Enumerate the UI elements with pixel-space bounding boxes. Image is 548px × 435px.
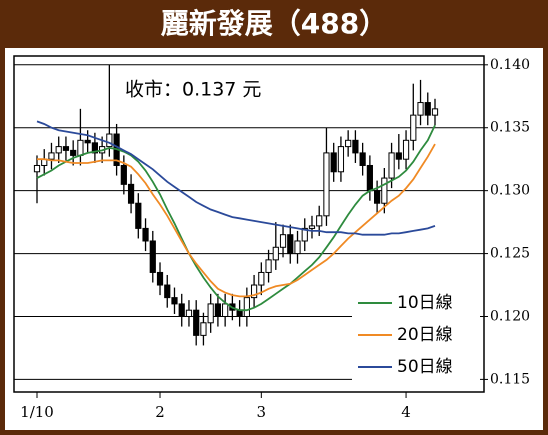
x-tick-label: 2 [155,403,165,421]
candle-body [106,133,113,148]
candle-body [272,246,279,261]
y-tick-label: 0.115 [490,371,530,387]
candle-body [294,240,301,255]
candle-body [243,297,250,317]
candle-body [91,142,98,154]
candle-body [207,303,214,324]
candle-body [402,139,410,160]
candle-body [48,152,55,160]
plot-frame [13,55,485,393]
candle-body [120,164,127,185]
candle-body [178,303,185,317]
chart-title: 麗新發展（488） [161,7,387,40]
candle-body [388,152,395,179]
candle-body [156,271,164,286]
candle-body [265,259,272,273]
candle-body [374,190,381,204]
candle-body [366,164,373,192]
candle-body [62,146,70,151]
legend-label: 50日線 [397,357,453,377]
candle-body [381,177,388,204]
candle-body [424,102,431,116]
candle-body [127,183,135,204]
candle-body [330,152,337,173]
x-tick-label: 4 [401,403,411,421]
candle-body [222,303,229,317]
candle-body [185,309,193,317]
candle-body [431,108,439,116]
candle-body [337,146,345,173]
candle-body [395,152,402,160]
y-tick-label: 0.135 [490,120,530,136]
candle-body [33,164,41,173]
candle-body [55,146,62,154]
candle-body [200,322,207,336]
ma-line [36,120,436,236]
x-tick-label: 1/10 [20,403,54,421]
candle-body [287,234,294,255]
candle-body [142,227,149,242]
candle-body [323,152,330,217]
candle-body [236,309,243,317]
legend-label: 20日線 [397,325,453,345]
candle-body [316,215,323,227]
candle-body [359,152,366,166]
y-tick-label: 0.125 [490,246,530,262]
y-tick-label: 0.140 [490,57,530,73]
ma-line [36,124,436,312]
candle-body [149,240,156,273]
legend-label: 10日線 [397,293,453,313]
candle-body [70,149,77,156]
candle-body [410,114,417,141]
y-tick-label: 0.120 [490,308,530,324]
candle-body [258,271,265,286]
candle-body [279,234,287,248]
candle-body [250,284,258,299]
candle-body [164,284,171,299]
candle-body [345,139,352,148]
candle-body [77,139,84,156]
candle-body [308,225,316,229]
candle-body [214,303,222,317]
candle-body [417,102,424,116]
candle-body [84,139,91,144]
ma-line [37,143,436,298]
candle-body [193,309,200,336]
candle-body [135,202,142,229]
x-tick-label: 3 [257,403,267,421]
candle-body [352,139,359,154]
y-tick-label: 0.130 [490,183,530,199]
candle-body [171,297,178,305]
annotation: 收市：0.137 元 [125,79,261,101]
candle-body [301,227,308,242]
